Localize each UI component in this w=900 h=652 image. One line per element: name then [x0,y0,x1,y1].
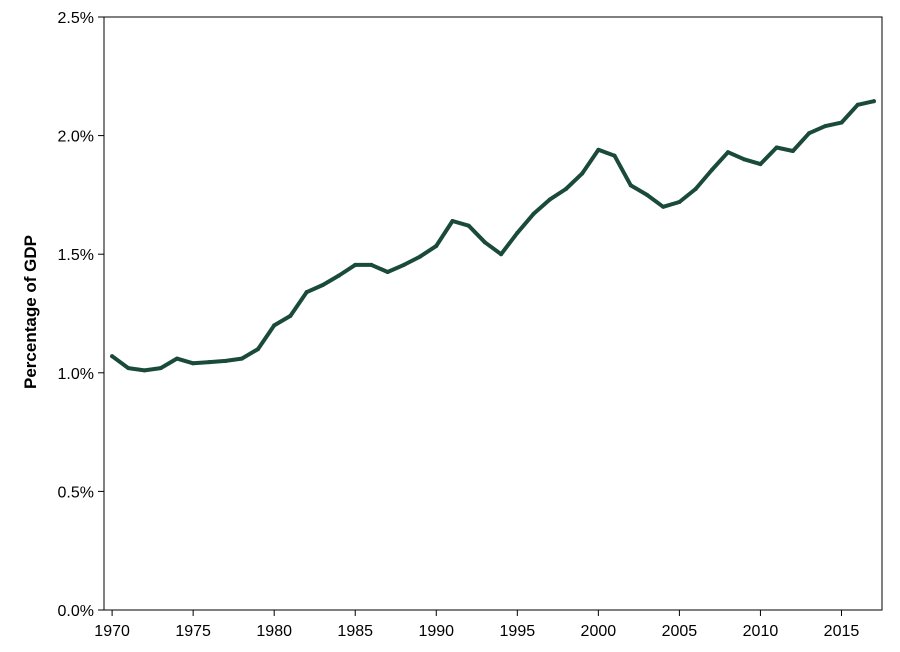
data-point [855,102,860,107]
y-axis-title: Percentage of GDP [21,235,40,389]
data-point [401,262,406,267]
x-tick-label: 1970 [94,623,130,640]
x-tick-label: 1985 [337,623,373,640]
data-point [304,290,309,295]
data-point [693,186,698,191]
x-tick-label: 2000 [581,623,617,640]
data-point [466,223,471,228]
y-tick-label: 1.5% [58,247,94,264]
y-tick-label: 1.0% [58,366,94,383]
x-tick-label: 1980 [256,623,292,640]
data-point [612,153,617,158]
plot-area [103,16,883,611]
data-point [531,211,536,216]
data-point [174,356,179,361]
data-point [677,200,682,205]
data-point [499,252,504,257]
data-point [207,360,212,365]
data-point [580,171,585,176]
y-tick-label: 2.0% [58,129,94,146]
x-tick-label: 1995 [500,623,536,640]
data-point [369,262,374,267]
data-point [871,99,876,104]
x-tick-label: 2015 [824,623,860,640]
data-point [191,361,196,366]
y-tick-label: 0.0% [58,603,94,620]
data-point [661,204,666,209]
data-point [418,254,423,259]
data-point [288,313,293,318]
y-tick-label: 0.5% [58,484,94,501]
data-point [742,157,747,162]
data-point [223,358,228,363]
data-point [807,131,812,136]
x-tick-label: 2010 [743,623,779,640]
data-point [563,186,568,191]
data-point [239,356,244,361]
data-point [353,262,358,267]
data-point [450,218,455,223]
data-point [790,149,795,154]
data-point [126,366,131,371]
data-point [709,167,714,172]
data-point [644,192,649,197]
data-point [758,162,763,167]
data-point [823,124,828,129]
data-point [596,147,601,152]
data-point [110,354,115,359]
data-point [434,243,439,248]
data-point [158,366,163,371]
data-point [272,323,277,328]
data-point [628,183,633,188]
x-tick-label: 2005 [662,623,698,640]
data-point [337,273,342,278]
data-point [515,230,520,235]
data-point [385,269,390,274]
y-axis: 0.0% 0.5% 1.0% 1.5% 2.0% 2.5% [58,10,104,620]
x-axis: 1970 1975 1980 1985 1990 1995 2000 2005 2010 2015 [94,610,859,640]
series-layer [110,99,876,373]
data-point [774,145,779,150]
data-point [547,197,552,202]
series-line [110,99,876,373]
x-tick-label: 1975 [175,623,211,640]
data-point [255,347,260,352]
data-point [482,240,487,245]
y-tick-label: 2.5% [58,10,94,27]
data-point [726,150,731,155]
x-tick-label: 1990 [418,623,454,640]
data-point [142,368,147,373]
data-point [320,283,325,288]
data-point [839,120,844,125]
